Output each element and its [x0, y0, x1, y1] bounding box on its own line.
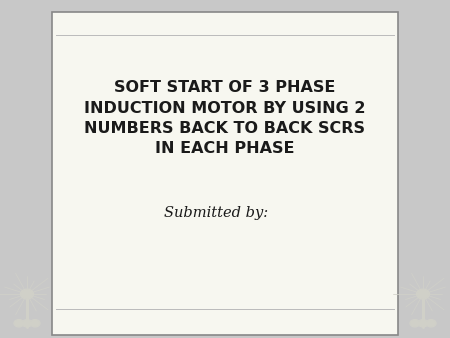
Circle shape	[21, 289, 33, 299]
Text: Submitted by:: Submitted by:	[164, 206, 268, 220]
Circle shape	[30, 320, 40, 327]
Circle shape	[418, 320, 428, 327]
FancyBboxPatch shape	[52, 12, 398, 335]
Circle shape	[417, 289, 429, 299]
Circle shape	[22, 320, 32, 327]
Circle shape	[410, 320, 420, 327]
Circle shape	[14, 320, 24, 327]
Text: SOFT START OF 3 PHASE
INDUCTION MOTOR BY USING 2
NUMBERS BACK TO BACK SCRS
IN EA: SOFT START OF 3 PHASE INDUCTION MOTOR BY…	[84, 80, 366, 156]
Circle shape	[426, 320, 436, 327]
